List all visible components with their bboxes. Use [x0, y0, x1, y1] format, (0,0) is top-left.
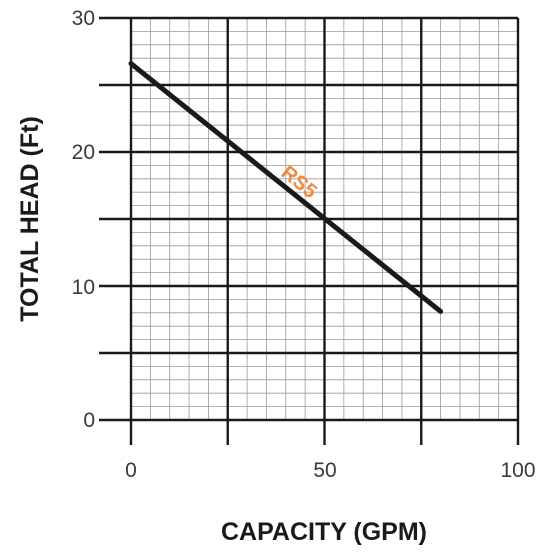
y-tick-label-0: 0 — [83, 409, 95, 432]
x-tick-label-0: 0 — [125, 459, 137, 482]
x-axis-title: CAPACITY (GPM) — [221, 518, 427, 546]
y-tick-labels: 0 10 20 30 — [72, 7, 95, 432]
y-tick-label-30: 30 — [72, 7, 95, 30]
y-tick-label-20: 20 — [72, 141, 95, 164]
x-tick-label-100: 100 — [500, 459, 535, 482]
series-line-rs5 — [128, 61, 444, 314]
x-tick-labels: 0 50 100 — [125, 459, 535, 482]
y-axis-title: TOTAL HEAD (Ft) — [16, 116, 44, 322]
y-tick-label-10: 10 — [72, 276, 95, 299]
major-gridlines — [99, 16, 520, 445]
x-tick-label-50: 50 — [313, 459, 336, 482]
